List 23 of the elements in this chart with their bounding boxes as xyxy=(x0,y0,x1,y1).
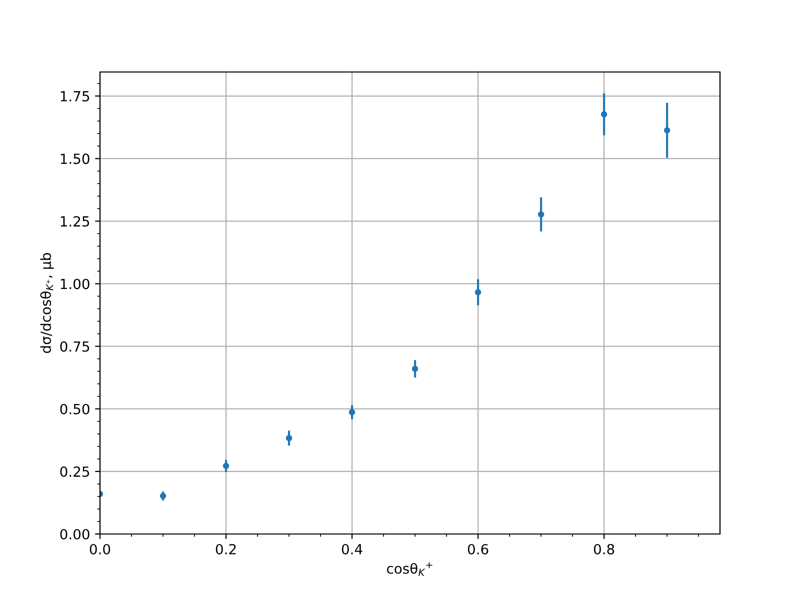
y-tick-label: 0.25 xyxy=(60,466,90,477)
x-tick-label: 0.6 xyxy=(468,544,488,554)
y-axis-title: dσ/dcosθ$_{K⁺}$, μb xyxy=(40,253,54,353)
y-tick-label: 0.75 xyxy=(60,341,90,352)
y-tick-label: 0.00 xyxy=(60,528,90,540)
point xyxy=(538,211,544,218)
x-tick-label: 0.0 xyxy=(90,544,110,554)
y-tick-label: 1.75 xyxy=(60,91,90,102)
y-tick-label: 1.50 xyxy=(60,154,90,164)
x-tick-label: 0.8 xyxy=(594,544,614,554)
x-tick-label: 0.4 xyxy=(342,544,362,554)
point xyxy=(348,408,356,416)
x-tick-label: 0.2 xyxy=(216,544,236,554)
point xyxy=(600,111,608,118)
x-axis-title: cosθ$_{K}$$^{+}$ xyxy=(387,562,432,576)
point xyxy=(286,435,292,442)
y-tick-label: 1.00 xyxy=(60,278,90,290)
y-tick-label: 1.25 xyxy=(60,216,90,227)
y-tick-label: 0.50 xyxy=(60,404,90,414)
point xyxy=(412,366,418,372)
point xyxy=(664,127,670,134)
point xyxy=(222,462,230,470)
point xyxy=(474,289,482,296)
